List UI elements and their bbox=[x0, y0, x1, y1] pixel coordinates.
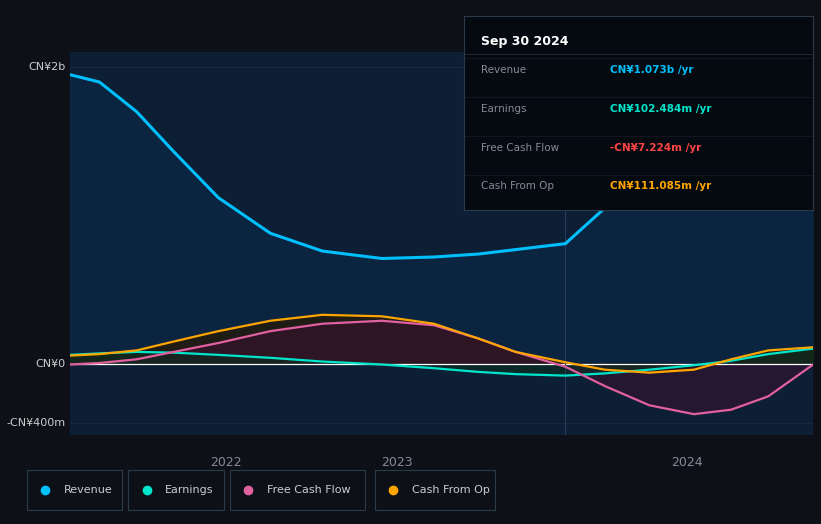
Text: Sep 30 2024: Sep 30 2024 bbox=[481, 35, 569, 48]
Text: CN¥2b: CN¥2b bbox=[29, 62, 66, 72]
Text: Free Cash Flow: Free Cash Flow bbox=[267, 485, 351, 495]
Text: Past: Past bbox=[784, 64, 809, 77]
Text: #cccccc: #cccccc bbox=[761, 64, 809, 77]
Text: 2024: 2024 bbox=[671, 456, 702, 469]
Text: -CN¥7.224m /yr: -CN¥7.224m /yr bbox=[610, 143, 702, 152]
Text: 2022: 2022 bbox=[210, 456, 241, 469]
Text: -CN¥400m: -CN¥400m bbox=[7, 418, 66, 428]
Text: CN¥1.073b /yr: CN¥1.073b /yr bbox=[610, 65, 694, 75]
Text: Earnings: Earnings bbox=[481, 104, 527, 114]
Text: Cash From Op: Cash From Op bbox=[411, 485, 489, 495]
Text: Cash From Op: Cash From Op bbox=[481, 181, 554, 191]
Text: Free Cash Flow: Free Cash Flow bbox=[481, 143, 559, 152]
Text: 2023: 2023 bbox=[381, 456, 412, 469]
Text: Earnings: Earnings bbox=[165, 485, 213, 495]
Text: CN¥102.484m /yr: CN¥102.484m /yr bbox=[610, 104, 712, 114]
Text: CN¥0: CN¥0 bbox=[35, 359, 66, 369]
Text: CN¥111.085m /yr: CN¥111.085m /yr bbox=[610, 181, 712, 191]
Text: Revenue: Revenue bbox=[64, 485, 112, 495]
Text: Revenue: Revenue bbox=[481, 65, 526, 75]
